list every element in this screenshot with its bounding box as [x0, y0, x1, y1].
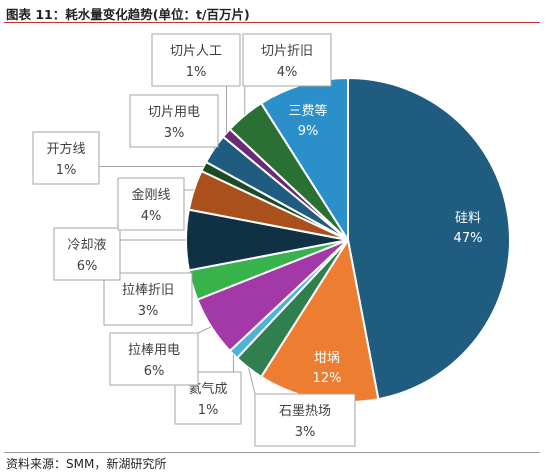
slice-name-label: 拉棒用电 [128, 343, 180, 358]
slice-percent-label: 3% [164, 126, 185, 141]
slice-percent-label: 6% [144, 364, 165, 379]
source-note: 资料来源：SMM，新湖研究所 [6, 457, 167, 471]
slice-callout: 切片折旧 4% [242, 33, 332, 87]
slice-name-label: 硅料 [455, 211, 481, 226]
slice-name-label: 开方线 [46, 141, 85, 157]
callout-box [103, 272, 193, 326]
slice-callout: 拉棒用电 6% [109, 332, 199, 386]
callout-box [32, 131, 100, 185]
slice-percent-label: 6% [77, 259, 98, 274]
title-divider [4, 22, 540, 23]
slice-callout: 石墨热场 3% [254, 393, 356, 447]
footer-divider [4, 452, 540, 453]
slice-percent-label: 3% [138, 304, 159, 319]
slice-callout: 拉棒折旧 3% [103, 272, 193, 326]
callout-box [151, 33, 241, 87]
slice-name-label: 三费等 [288, 103, 327, 119]
slice-percent-label: 1% [198, 403, 219, 418]
slice-percent-label: 12% [313, 371, 342, 386]
slice-name-label: 切片用电 [148, 105, 200, 120]
slice-name-label: 拉棒折旧 [122, 283, 174, 298]
slice-callout: 金刚线 4% [117, 177, 185, 231]
leader-lines [99, 86, 256, 395]
callout-box [53, 227, 121, 281]
figure-title: 图表 11：耗水量变化趋势(单位：t/百万片) [6, 7, 250, 22]
callout-box [254, 393, 356, 447]
slice-callout: 切片用电 3% [129, 94, 219, 148]
slice-name-label: 金刚线 [131, 187, 170, 203]
leader-line [248, 367, 256, 395]
slice-callout: 开方线 1% [32, 131, 100, 185]
slice-name-label: 石墨热场 [279, 404, 331, 419]
slice-labels: 硅料47%坩埚12%石墨热场3%氦气成1%拉棒用电6%拉棒折旧3%冷却液6%金刚… [32, 33, 483, 447]
slice-percent-label: 4% [277, 65, 298, 80]
slice-callout: 切片人工 1% [151, 33, 241, 87]
callout-box [129, 94, 219, 148]
slice-percent-label: 3% [295, 425, 316, 440]
leader-line [197, 326, 212, 334]
slice-percent-label: 1% [56, 163, 77, 178]
pie-slice-0 [347, 76, 511, 401]
slice-name-label: 坩埚 [314, 351, 340, 366]
slice-name-label: 切片折旧 [261, 44, 313, 59]
slice-name-label: 冷却液 [67, 238, 106, 253]
slice-percent-label: 1% [186, 65, 207, 80]
callout-box [117, 177, 185, 231]
callout-box [109, 332, 199, 386]
slice-callout: 冷却液 6% [53, 227, 121, 281]
callout-box [242, 33, 332, 87]
slice-percent-label: 4% [141, 209, 162, 224]
slice-percent-label: 9% [298, 124, 319, 139]
slice-name-label: 切片人工 [170, 44, 222, 59]
slice-percent-label: 47% [454, 231, 483, 246]
